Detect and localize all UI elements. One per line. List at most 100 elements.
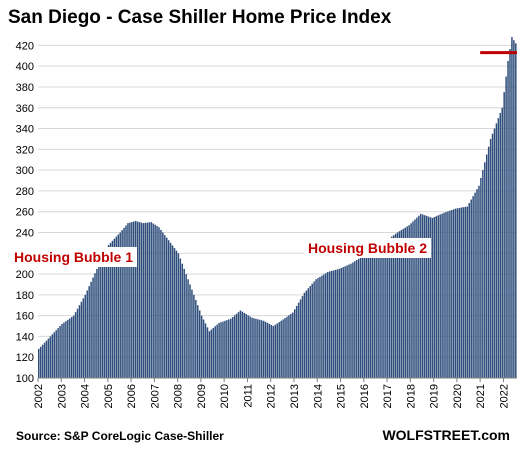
bar <box>82 298 85 378</box>
bar <box>387 239 389 378</box>
y-tick-label: 260 <box>16 207 34 219</box>
bar <box>379 244 381 378</box>
bar <box>305 290 308 378</box>
bar <box>121 230 123 378</box>
bar <box>193 294 195 378</box>
bar <box>208 331 211 378</box>
bar <box>51 334 54 378</box>
bar <box>249 316 251 378</box>
bar <box>129 222 131 378</box>
bar <box>262 320 265 378</box>
bar <box>76 308 79 378</box>
bar <box>437 215 439 378</box>
bar <box>59 326 61 378</box>
brand-label: WOLFSTREET.com <box>382 427 510 443</box>
y-tick-label: 300 <box>16 165 34 177</box>
bar <box>243 312 246 378</box>
bar <box>433 217 436 378</box>
bar <box>255 318 257 378</box>
bar <box>404 227 407 378</box>
x-tick-label: 2009 <box>196 384 208 408</box>
y-tick-label: 280 <box>16 186 34 198</box>
x-tick-label: 2002 <box>33 384 45 408</box>
bar <box>125 225 127 378</box>
bar <box>460 207 463 378</box>
x-tick-label: 2016 <box>359 384 371 408</box>
y-tick-label: 240 <box>16 227 34 239</box>
bar <box>466 206 469 378</box>
bar <box>65 321 67 378</box>
bar <box>245 314 247 378</box>
bar <box>334 269 337 378</box>
bar <box>282 319 284 378</box>
bar <box>472 196 474 378</box>
bar <box>371 250 374 378</box>
bar <box>167 240 170 378</box>
bar <box>49 336 52 378</box>
y-tick-label: 420 <box>16 40 34 52</box>
bar <box>439 214 441 378</box>
bar <box>429 217 432 378</box>
x-tick-label: 2010 <box>219 384 231 408</box>
bar <box>495 123 498 379</box>
bar <box>70 317 73 378</box>
bar <box>195 300 197 378</box>
bar <box>86 290 88 378</box>
annotations: Housing Bubble 1 Housing Bubble 2 <box>10 238 431 267</box>
bar <box>276 323 279 378</box>
bar <box>389 238 391 378</box>
x-tick-label: 2006 <box>126 384 138 408</box>
bar <box>261 320 263 378</box>
bar <box>105 248 108 378</box>
bar <box>369 251 372 378</box>
bar <box>222 321 224 378</box>
annotation-label: Housing Bubble 1 <box>14 249 133 265</box>
bar <box>410 223 412 378</box>
bar <box>202 319 205 378</box>
bar <box>144 222 147 378</box>
bar <box>359 257 362 378</box>
bar <box>235 313 238 378</box>
bar <box>109 242 112 378</box>
bar <box>303 292 306 378</box>
bar <box>400 230 403 378</box>
bar <box>325 273 327 378</box>
x-tick-label: 2011 <box>242 384 254 408</box>
bar <box>454 208 457 378</box>
bar <box>142 223 145 378</box>
bar <box>449 210 451 378</box>
bar <box>499 112 502 379</box>
bar <box>218 322 220 378</box>
bar <box>94 273 96 378</box>
bar <box>336 269 339 378</box>
bar <box>61 323 63 378</box>
bar <box>330 270 333 378</box>
bar <box>474 192 476 378</box>
bar <box>293 309 296 378</box>
bar <box>162 232 164 378</box>
y-tick-label: 380 <box>16 82 34 94</box>
bar <box>237 312 240 378</box>
bar <box>140 222 143 378</box>
y-tick-label: 320 <box>16 144 34 156</box>
bar <box>259 319 261 378</box>
bar <box>72 315 75 378</box>
bar <box>313 281 315 378</box>
source-note: Source: S&P CoreLogic Case-Shiller <box>16 429 224 443</box>
bar <box>187 279 189 378</box>
bar <box>352 262 354 378</box>
bar <box>272 326 275 378</box>
bar <box>326 271 329 378</box>
bar <box>507 60 509 378</box>
bar <box>165 237 168 378</box>
bar <box>220 322 222 378</box>
y-tick-label: 100 <box>16 373 34 385</box>
bar <box>462 207 465 378</box>
bar <box>179 258 182 378</box>
bar <box>191 289 193 378</box>
bar <box>328 271 331 378</box>
bar <box>212 327 215 378</box>
bar <box>181 263 183 378</box>
bar <box>111 240 114 378</box>
bar <box>224 320 226 378</box>
